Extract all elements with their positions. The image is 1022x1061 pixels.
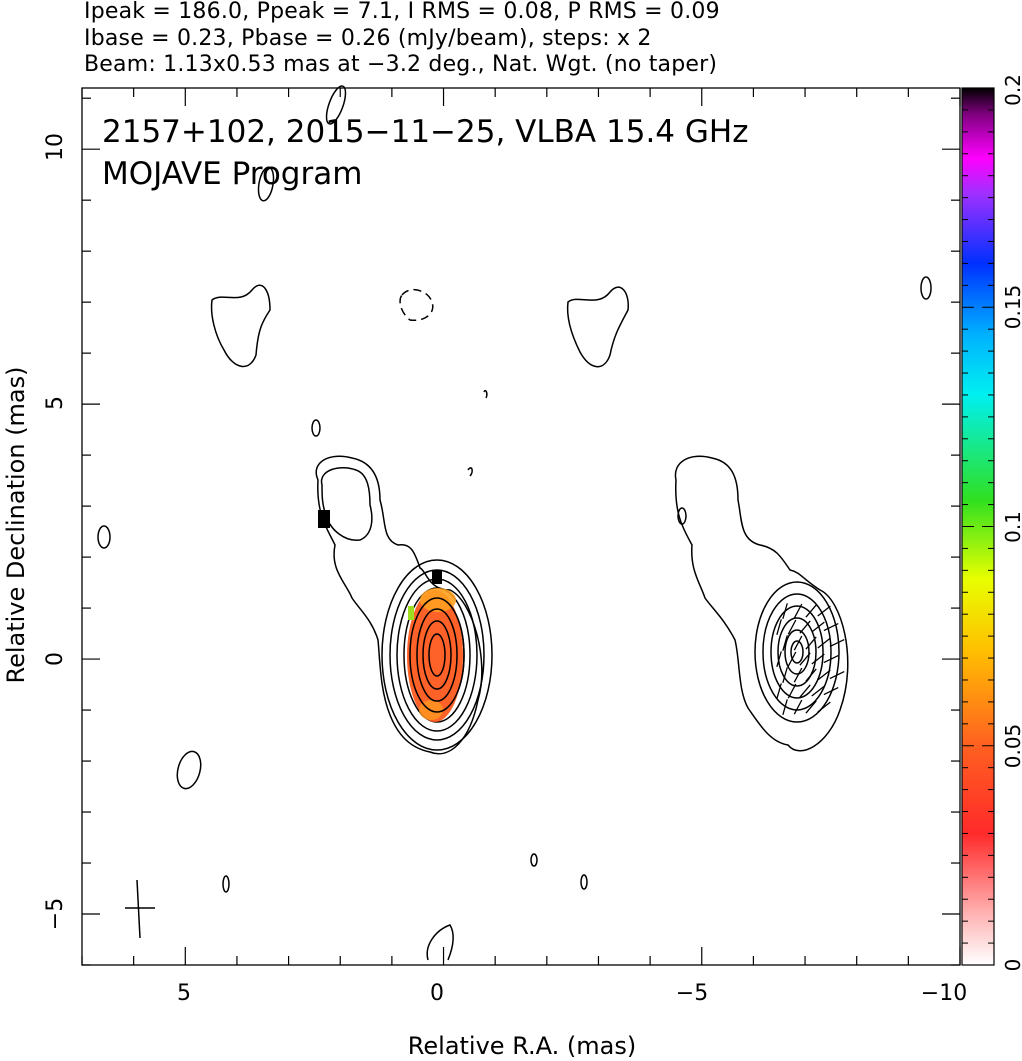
evpa-vector (782, 667, 788, 683)
evpa-vector (793, 667, 803, 683)
x-tick-label-0: 0 (430, 981, 444, 1006)
blob-lower-a (222, 875, 230, 893)
evpa-vector (805, 668, 817, 682)
colorbar-label-01: 0.1 (1001, 511, 1022, 543)
evpa-vector (811, 653, 825, 665)
header-line-base: Ibase = 0.23, Pbase = 0.26 (mJy/beam), s… (84, 26, 652, 51)
x-tick-label-5: 5 (177, 981, 191, 1006)
evpa-vector (817, 669, 831, 681)
evpa-vector (805, 700, 817, 714)
colorbar-tick-labels: 0 0.05 0.1 0.15 0.2 (1001, 74, 1022, 971)
blob-top-b (257, 166, 275, 202)
blob-lower-b (530, 853, 538, 867)
evpa-vector (805, 636, 817, 650)
right-core-contours (754, 581, 840, 723)
blob-upper-right (566, 286, 629, 368)
plot-frame (81, 87, 961, 966)
evpa-vector (817, 637, 831, 649)
evpa-vector (782, 603, 788, 619)
left-core-contours-overlay (409, 597, 465, 713)
evpa-vector (805, 604, 817, 618)
axis-ticks (81, 88, 961, 966)
evpa-vector (817, 701, 831, 713)
y-tick-labels: −5 0 5 10 (43, 133, 68, 930)
y-axis-label: Relative Declination (mas) (2, 366, 30, 683)
x-tick-label-m5: −5 (676, 981, 708, 1006)
evpa-vector (811, 685, 825, 697)
blob-tiny-a (483, 389, 488, 399)
evpa-vector (776, 619, 782, 635)
evpa-vector (811, 621, 825, 633)
evpa-vectors (776, 603, 845, 715)
colorbar-label-0: 0 (1001, 959, 1022, 972)
evpa-vector (823, 654, 839, 664)
left-jet-outer-contour (315, 455, 483, 755)
colorbar-label-02: 0.2 (1001, 74, 1022, 106)
plot-title-line-1: 2157+102, 2015−11−25, VLBA 15.4 GHz (102, 114, 748, 150)
evpa-vector (793, 635, 803, 651)
evpa-vector (782, 635, 788, 651)
header-line-beam: Beam: 1.13x0.53 mas at −3.2 deg., Nat. W… (84, 52, 718, 77)
evpa-vector (823, 622, 839, 632)
blob-top-a (325, 85, 347, 125)
blob-right-edge (920, 276, 932, 300)
left-jet-inner-contour (320, 466, 373, 541)
blob-upper-left (210, 284, 271, 368)
blob-small-b (677, 507, 687, 525)
evpa-vector (776, 683, 782, 699)
y-tick-label-m5: −5 (43, 898, 68, 930)
evpa-vector (817, 605, 831, 617)
colorbar-ticks (962, 87, 994, 966)
blob-bottom-center (426, 924, 454, 961)
evpa-vector (829, 670, 845, 680)
evpa-vector (823, 686, 839, 696)
right-jet-outer-contour (674, 455, 849, 752)
evpa-vector (787, 651, 797, 667)
x-tick-labels: 5 0 −5 −10 (177, 981, 967, 1006)
evpa-vector (793, 603, 803, 619)
blob-lower-c (580, 874, 588, 890)
evpa-vector (793, 699, 803, 715)
colorbar-label-015: 0.15 (1001, 285, 1022, 330)
contour-lines (97, 85, 932, 961)
y-tick-label-0: 0 (43, 652, 68, 666)
blob-lower-left (176, 750, 202, 790)
blob-tiny-b (467, 467, 473, 477)
x-axis-label: Relative R.A. (mas) (408, 1032, 636, 1060)
evpa-vector (829, 638, 845, 648)
y-tick-label-5: 5 (43, 396, 68, 410)
polarized-intensity-fill (318, 510, 463, 722)
x-tick-label-m10: −10 (921, 981, 967, 1006)
evpa-vector (799, 652, 811, 666)
beam-marker (125, 879, 155, 939)
colorbar-label-005: 0.05 (1001, 724, 1022, 769)
blob-small-a (311, 419, 321, 437)
evpa-vector (787, 619, 797, 635)
evpa-vector (799, 620, 811, 634)
y-tick-label-10: 10 (43, 133, 68, 161)
evpa-vector (782, 699, 788, 715)
evpa-vector (787, 683, 797, 699)
blob-top-dashed (399, 288, 434, 322)
evpa-vector (776, 651, 782, 667)
evpa-vector (799, 684, 811, 698)
header-line-peaks: Ipeak = 186.0, Ppeak = 7.1, I RMS = 0.08… (84, 0, 720, 24)
plot-title-line-2: MOJAVE Program (102, 156, 362, 192)
blob-left-mid (97, 525, 111, 549)
